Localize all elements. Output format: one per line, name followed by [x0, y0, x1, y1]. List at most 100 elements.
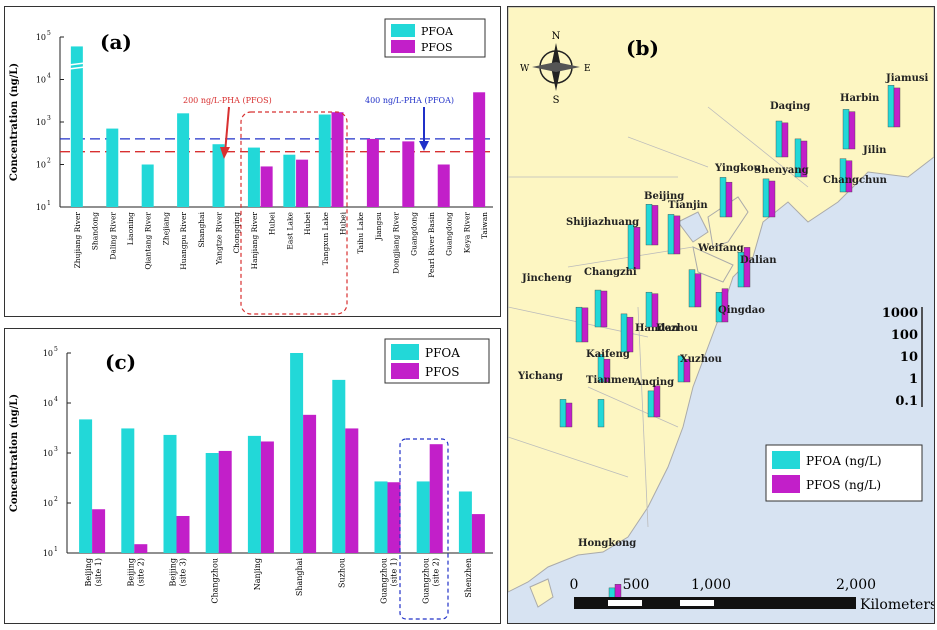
- highlight-box: [399, 438, 449, 620]
- scale-label: 1000: [882, 306, 918, 321]
- x-tick-label: Guangdong: [445, 212, 454, 256]
- map-bar-pfoa: [620, 313, 628, 353]
- bar-pfoa: [247, 435, 261, 553]
- map-bar-pfoa: [688, 269, 696, 308]
- bar-pfos: [260, 441, 274, 553]
- x-tick-label: Hubei: [268, 211, 277, 235]
- city-label: Handan: [635, 323, 680, 334]
- map-bar-pfos: [673, 215, 681, 255]
- arrow-pfos: [224, 106, 230, 154]
- legend-pfos: PFOS: [425, 365, 459, 379]
- x-tick-label: Liaoning: [126, 212, 135, 245]
- legend-swatch-pfoa: [391, 344, 419, 360]
- y-tick-exponent: 1: [54, 546, 58, 553]
- bar-pfos: [331, 112, 344, 207]
- compass-n: N: [552, 31, 561, 42]
- bar-pfoa: [70, 46, 83, 207]
- scale-label: 1: [909, 372, 918, 387]
- y-tick-exponent: 5: [47, 30, 51, 37]
- bar-pfoa: [416, 481, 430, 553]
- city-label: Dezhou: [656, 323, 698, 334]
- map-bar-pfoa: [645, 291, 653, 328]
- bar-pfoa: [212, 144, 225, 207]
- city-label: Tianmen: [586, 375, 636, 386]
- bar-pfoa: [332, 379, 346, 553]
- bar-pfoa: [283, 154, 296, 207]
- legend-swatch-pfos: [391, 363, 419, 379]
- highlight-box: [240, 111, 348, 315]
- bar-pfos: [387, 482, 401, 553]
- y-tick-label: 10: [43, 399, 53, 408]
- legend-pfoa: PFOA (ng/L): [806, 454, 882, 468]
- bar-pfoa: [163, 434, 177, 553]
- legend-pfos: PFOS (ng/L): [806, 478, 881, 492]
- legend-swatch-pfoa: [772, 451, 800, 469]
- city-label: Xuzhou: [680, 354, 722, 365]
- x-tick-label: Shanghai: [295, 558, 304, 597]
- bar-pfoa: [458, 491, 472, 553]
- scalebar-unit: Kilometers: [860, 597, 934, 613]
- map-bar-pfos: [600, 290, 608, 328]
- legend-pfoa: PFOA: [425, 346, 460, 360]
- city-label: Changzhi: [584, 267, 637, 278]
- x-tick-label: Suzhou: [337, 558, 346, 588]
- scale-label: 10: [900, 350, 918, 365]
- liaodong: [707, 196, 749, 248]
- x-tick-label-sub: (site 2): [432, 558, 441, 587]
- city-label: Shenyang: [754, 165, 809, 176]
- y-tick-exponent: 2: [54, 496, 58, 503]
- city-label: Jiamusi: [885, 73, 928, 84]
- compass-w: W: [520, 64, 530, 74]
- map-bar-pfoa: [597, 399, 605, 428]
- map-bar-pfoa: [667, 214, 675, 255]
- map-bar-pfos: [651, 205, 659, 246]
- map-bar-pfos: [781, 122, 789, 158]
- bar-pfos: [134, 544, 148, 553]
- y-tick-exponent: 4: [54, 396, 58, 403]
- city-label: Qingdao: [718, 305, 765, 316]
- scalebar: [574, 597, 856, 609]
- x-tick-label-sub: (site 2): [136, 558, 145, 587]
- shandong-peninsula: [692, 246, 734, 283]
- bar-pfos: [366, 138, 379, 207]
- bar-pfos: [437, 164, 450, 207]
- bar-pfos: [473, 92, 486, 207]
- bar-pfoa: [121, 428, 135, 553]
- map-bar-pfos: [893, 87, 901, 128]
- y-axis-label: Concentration (ng/L): [9, 394, 20, 512]
- legend-swatch-pfos: [391, 40, 415, 53]
- bar-pfoa: [290, 353, 304, 553]
- bar-pfoa: [177, 113, 190, 207]
- y-tick-exponent: 3: [47, 115, 51, 122]
- bar-pfos: [296, 159, 309, 207]
- province-border: [627, 136, 709, 168]
- x-tick-label: Zhejiang: [161, 212, 170, 246]
- x-tick-label-sub: (site 1): [94, 558, 103, 587]
- axis-break: [68, 66, 85, 70]
- x-tick-label: Guangzhou: [422, 558, 431, 604]
- x-tick-label: Chongqing: [232, 212, 241, 254]
- map-bar-pfoa: [627, 224, 635, 270]
- bar-pfoa: [374, 481, 388, 553]
- map-bar-pfos: [565, 402, 573, 428]
- map-bar-pfos: [603, 358, 611, 383]
- map-bar-pfos: [743, 247, 751, 288]
- city-label: Beijing: [644, 191, 684, 202]
- y-tick-label: 10: [36, 118, 46, 127]
- city-label: Anqing: [633, 377, 674, 388]
- city-label: Jilin: [862, 145, 887, 156]
- scalebar-tick: 1,000: [691, 577, 731, 593]
- x-tick-label: Dongjiang River: [392, 212, 401, 274]
- y-tick-label: 10: [36, 33, 46, 42]
- map-bar-pfos: [683, 358, 691, 383]
- city-label: Harbin: [840, 93, 880, 104]
- map-bar-pfoa: [647, 390, 655, 418]
- y-tick-exponent: 1: [47, 200, 51, 207]
- y-axis-label: Concentration (ng/L): [9, 63, 20, 181]
- bar-pfoa: [141, 164, 154, 207]
- x-tick-label: Hubei: [338, 211, 347, 235]
- bar-pfos: [218, 450, 232, 553]
- legend-pfos: PFOS: [421, 41, 453, 54]
- compass-needle-ew: [532, 62, 580, 72]
